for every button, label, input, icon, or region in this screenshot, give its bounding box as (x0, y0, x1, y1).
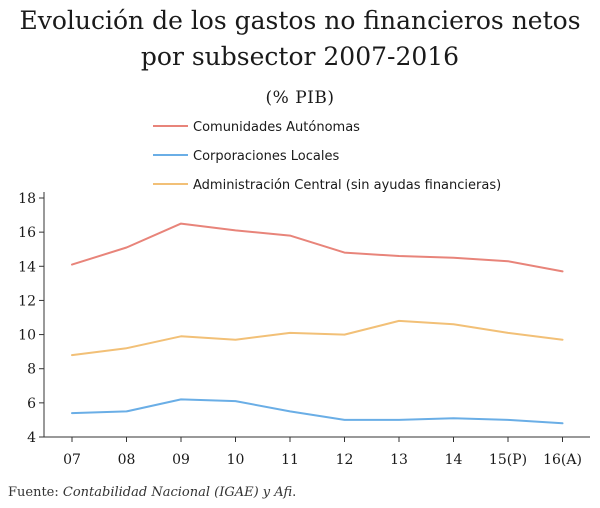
x-tick-label: 13 (390, 452, 408, 468)
x-tick-label: 12 (336, 452, 354, 468)
y-tick-label: 8 (27, 362, 36, 378)
x-tick-label: 11 (281, 452, 299, 468)
y-tick-label: 16 (18, 225, 36, 241)
legend: Comunidades Autónomas Corporaciones Local… (153, 120, 501, 193)
x-tick-label: 07 (63, 452, 81, 468)
x-tick-label: 14 (445, 452, 463, 468)
chart-title-line1: Evolución de los gastos no financieros n… (19, 6, 581, 35)
legend-label-2: Corporaciones Locales (193, 149, 339, 164)
legend-label-1: Comunidades Autónomas (193, 120, 360, 135)
x-tick-label: 15(P) (489, 452, 527, 468)
source-prefix: Fuente: (8, 485, 63, 500)
x-tick-label: 10 (227, 452, 245, 468)
axes: 4 6 8 10 12 14 16 18 07 08 09 10 11 12 13 14 15(P) 16(A) (18, 191, 590, 468)
chart-subtitle: (% PIB) (265, 88, 335, 108)
source-suffix: . (292, 485, 297, 500)
series-line-1 (71, 222, 564, 273)
legend-label-3: Administración Central (sin ayudas finan… (193, 178, 501, 193)
y-tick-label: 18 (18, 191, 36, 207)
y-tick-label: 6 (27, 396, 36, 412)
y-tick-label: 10 (18, 328, 36, 344)
x-tick-label: 09 (172, 452, 190, 468)
x-tick-label: 16(A) (543, 452, 582, 468)
y-tick-label: 12 (18, 293, 36, 309)
series-line-2 (71, 398, 564, 425)
y-tick-label: 14 (18, 259, 36, 275)
chart-title-line2: por subsector 2007-2016 (140, 42, 460, 71)
source-italic: Contabilidad Nacional (IGAE) y Afi (62, 485, 293, 500)
series-lines (71, 222, 564, 425)
y-tick-label: 4 (27, 430, 36, 446)
source-note: Fuente: Contabilidad Nacional (IGAE) y A… (8, 485, 296, 500)
series-line-3 (71, 319, 564, 357)
x-tick-label: 08 (118, 452, 136, 468)
